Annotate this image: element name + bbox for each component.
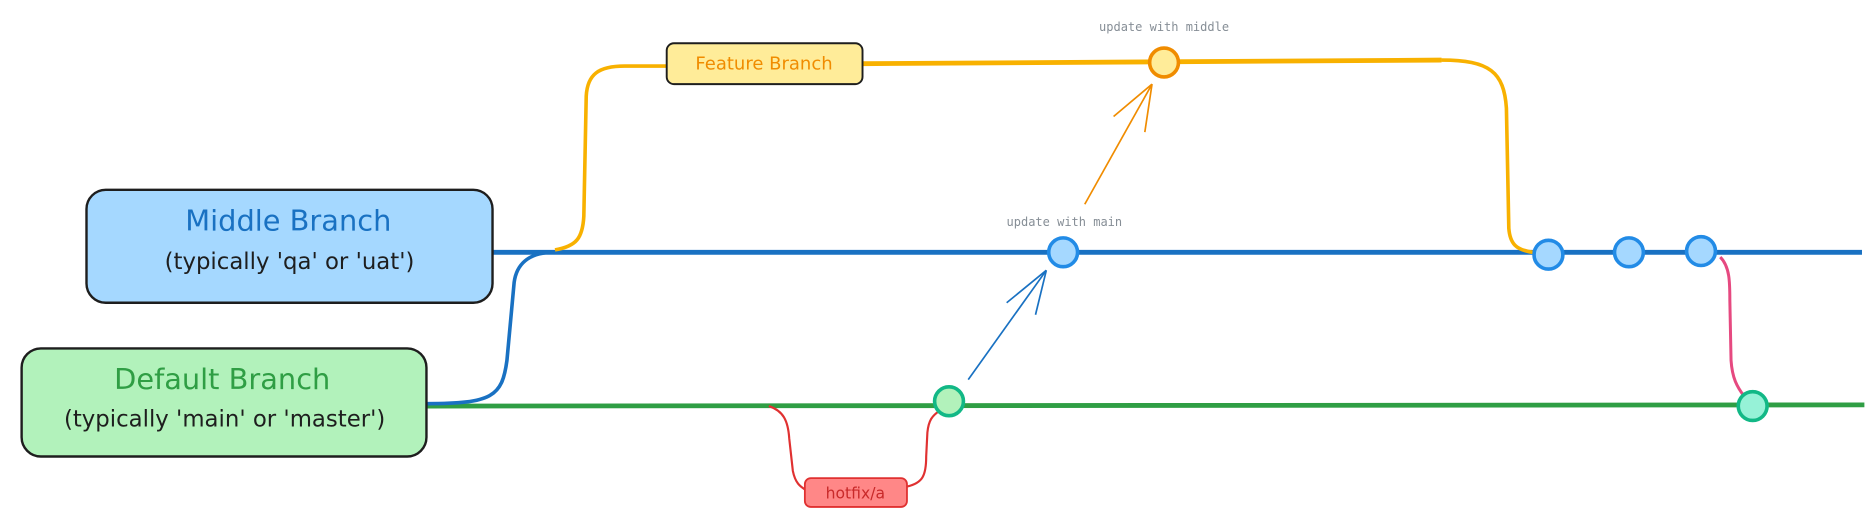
hotfix-out-line	[768, 405, 807, 492]
hotfix-merge-line	[906, 409, 941, 488]
merge-to-default-line	[1719, 256, 1746, 398]
feature-branch-label: Feature Branch	[695, 54, 832, 75]
feature-branch-merge-line	[1441, 58, 1534, 255]
middle-commit	[1612, 236, 1646, 269]
middle-commit	[1684, 234, 1718, 268]
update-with-main-arrow	[967, 269, 1048, 381]
middle-branch-box: Middle Branch (typically 'qa' or 'uat')	[85, 188, 494, 304]
middle-branch-title: Middle Branch	[185, 204, 391, 238]
middle-from-default-connector	[426, 250, 551, 406]
feature-branch-out-line	[554, 64, 668, 252]
middle-branch-subtitle: (typically 'qa' or 'uat')	[165, 249, 415, 275]
hotfix-label-box	[803, 477, 908, 508]
update-with-middle-label: update with middle	[1099, 20, 1229, 34]
middle-commit	[1046, 236, 1080, 269]
hotfix-label: hotfix/a	[826, 485, 885, 503]
update-with-main-label: update with main	[1007, 215, 1123, 229]
default-commit	[932, 385, 966, 418]
feature-commit	[1147, 46, 1181, 79]
default-branch-title: Default Branch	[114, 362, 330, 396]
default-branch-line	[426, 402, 1865, 409]
default-commit	[1736, 389, 1769, 423]
middle-commit	[1532, 238, 1565, 271]
update-with-middle-arrow	[1084, 83, 1153, 205]
feature-branch-label-box	[665, 42, 864, 86]
default-branch-box: Default Branch (typically 'main' or 'mas…	[20, 347, 428, 458]
default-branch-subtitle: (typically 'main' or 'master')	[64, 406, 385, 432]
